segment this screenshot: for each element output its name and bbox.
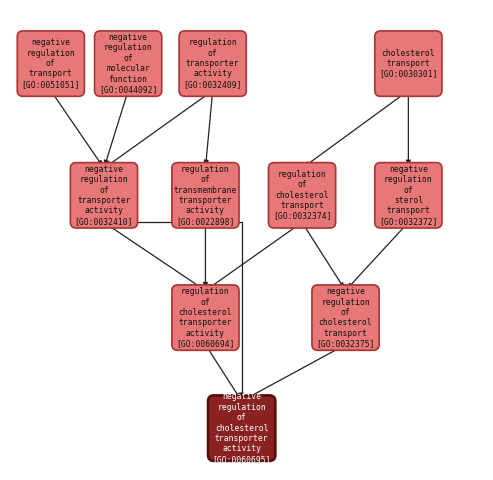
FancyBboxPatch shape [179,31,246,96]
Text: regulation
of
transmembrane
transporter
activity
[GO:0022898]: regulation of transmembrane transporter … [174,165,237,226]
Text: cholesterol
transport
[GO:0030301]: cholesterol transport [GO:0030301] [379,48,438,79]
Text: regulation
of
cholesterol
transport
[GO:0032374]: regulation of cholesterol transport [GO:… [273,170,331,221]
FancyBboxPatch shape [375,163,442,228]
Text: negative
regulation
of
cholesterol
transport
[GO:0032375]: negative regulation of cholesterol trans… [317,287,375,348]
FancyBboxPatch shape [172,285,239,350]
FancyBboxPatch shape [17,31,84,96]
Text: negative
regulation
of
transporter
activity
[GO:0032410]: negative regulation of transporter activ… [75,165,133,226]
Text: regulation
of
cholesterol
transporter
activity
[GO:0060694]: regulation of cholesterol transporter ac… [176,287,235,348]
Text: negative
regulation
of
molecular
function
[GO:0044092]: negative regulation of molecular functio… [99,33,157,94]
FancyBboxPatch shape [312,285,379,350]
FancyBboxPatch shape [172,163,239,228]
FancyBboxPatch shape [70,163,138,228]
Text: regulation
of
transporter
activity
[GO:0032409]: regulation of transporter activity [GO:0… [183,38,242,89]
Text: negative
regulation
of
sterol
transport
[GO:0032372]: negative regulation of sterol transport … [379,165,438,226]
Text: negative
regulation
of
cholesterol
transporter
activity
[GO:0060695]: negative regulation of cholesterol trans… [212,393,271,464]
FancyBboxPatch shape [95,31,162,96]
Text: negative
regulation
of
transport
[GO:0051051]: negative regulation of transport [GO:005… [22,38,80,89]
FancyBboxPatch shape [208,396,275,461]
FancyBboxPatch shape [375,31,442,96]
FancyBboxPatch shape [269,163,336,228]
